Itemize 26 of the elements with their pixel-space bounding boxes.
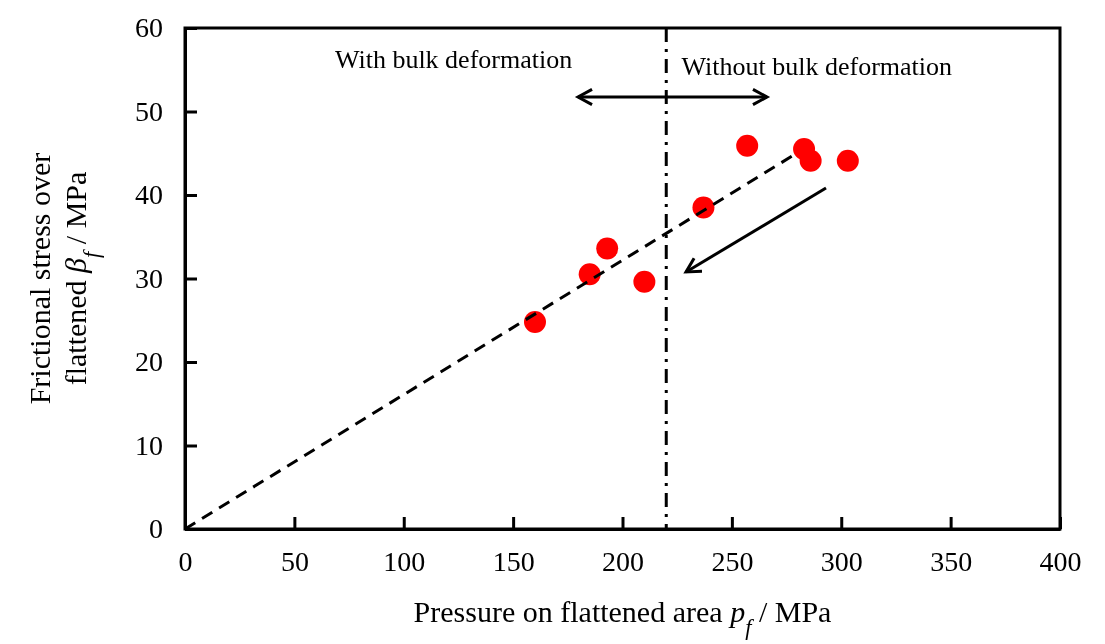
x-tick-label: 50 [280,545,309,577]
y-tick-label: 50 [135,95,163,127]
point [799,149,822,172]
point [633,270,656,293]
x-tick-label: 300 [820,545,863,577]
y-tick-label: 60 [135,12,163,44]
annotation: Without bulk deformation [681,52,953,81]
point [524,310,546,333]
annotation: With bulk deformation [334,45,573,74]
x-tick-label: 400 [1039,545,1082,577]
x-axis-title: Pressure on flattened area p$_{f}$ / MPa [413,595,832,640]
x-tick-label: 150 [492,545,535,577]
x-tick-label: 0 [178,545,193,577]
y-tick-label: 40 [135,179,163,211]
y-tick-label: 10 [135,429,163,461]
x-tick-label: 100 [383,545,426,577]
x-tick-label: 200 [602,545,644,577]
point [596,237,619,260]
y-tick-label: 20 [135,346,163,378]
y-tick-label: 30 [135,262,163,294]
y-tick-label: 0 [149,513,163,545]
x-tick-label: 250 [711,545,754,577]
point [836,149,859,172]
x-tick-label: 350 [930,545,973,577]
point [578,263,601,286]
point [736,134,759,157]
